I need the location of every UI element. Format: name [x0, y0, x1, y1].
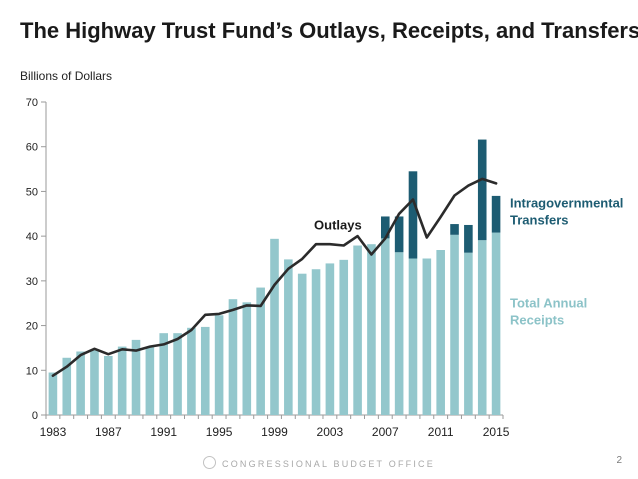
x-tick-label: 1991 [150, 425, 177, 439]
receipts-bar [214, 315, 224, 415]
page-number: 2 [616, 455, 622, 466]
y-tick-label: 70 [26, 97, 38, 109]
receipts-bar [159, 333, 169, 415]
receipts-bar [242, 302, 252, 415]
receipts-bar [422, 258, 432, 415]
receipts-bar [367, 244, 376, 415]
x-tick-label: 2007 [372, 425, 399, 439]
x-tick-label: 2003 [317, 425, 344, 439]
y-tick-label: 20 [26, 321, 38, 333]
x-tick-label: 1995 [206, 425, 233, 439]
transfers-bar [408, 171, 418, 259]
transfers-bar [477, 139, 487, 241]
outlays-line [51, 177, 498, 378]
receipts-bar [394, 252, 404, 415]
x-tick-label: 1983 [40, 425, 67, 439]
receipts-annotation-line2: Receipts [510, 313, 564, 328]
agency-name: CONGRESSIONAL BUDGET OFFICE [222, 459, 435, 469]
receipts-bar [408, 258, 418, 415]
cbo-seal-icon [203, 456, 217, 469]
x-tick-label: 2011 [428, 425, 454, 439]
outlays-annotation: Outlays [314, 217, 362, 232]
y-tick-label: 30 [26, 276, 38, 288]
x-tick-label: 1999 [261, 425, 288, 439]
receipts-bar [145, 346, 155, 415]
receipts-bar [104, 355, 113, 415]
receipts-bar [450, 234, 459, 415]
footer: CONGRESSIONAL BUDGET OFFICE [0, 456, 638, 469]
receipts-bar [173, 333, 182, 415]
transfers-bar [464, 224, 473, 253]
receipts-bar [200, 326, 210, 415]
transfers-bar [394, 216, 404, 253]
transfers-bar [491, 195, 501, 233]
receipts-bar [76, 351, 85, 415]
y-tick-label: 10 [26, 365, 38, 377]
receipts-bar [297, 273, 307, 415]
receipts-bar [48, 372, 58, 415]
chart: Billions of Dollars 0 10 20 30 40 50 60 70 1983 19… [20, 69, 623, 439]
chart-title: The Highway Trust Fund’s Outlays, Receip… [20, 18, 638, 43]
y-tick-label: 0 [32, 410, 38, 422]
transfers-bar [450, 224, 459, 235]
y-tick-label: 40 [26, 231, 38, 243]
receipts-bar [270, 238, 279, 415]
receipts-bar [325, 263, 335, 415]
receipts-bar [187, 327, 196, 415]
receipts-bar [228, 299, 238, 415]
x-tick-label: 1987 [95, 425, 122, 439]
receipts-bar [311, 269, 321, 415]
transfers-annotation-line1: Intragovernmental [510, 196, 623, 211]
receipts-bar [491, 232, 501, 415]
receipts-annotation-line1: Total Annual [510, 296, 587, 311]
receipts-bar [464, 252, 473, 415]
x-tick-label: 2015 [483, 425, 510, 439]
receipts-bar [62, 357, 72, 415]
receipts-bar [436, 250, 445, 415]
receipts-bar [131, 339, 141, 415]
receipts-bar [117, 346, 127, 415]
receipts-bar [353, 245, 362, 415]
y-tick-label: 60 [26, 142, 38, 154]
receipts-bar [380, 238, 390, 415]
receipts-bar [90, 349, 99, 415]
receipts-bar [256, 287, 265, 415]
receipts-bar [477, 240, 487, 415]
transfers-annotation-line2: Transfers [510, 213, 569, 228]
y-axis-label: Billions of Dollars [20, 69, 112, 83]
receipts-bar [339, 259, 349, 415]
transfers-bar [380, 216, 390, 239]
y-tick-label: 50 [26, 186, 38, 198]
receipts-bar [284, 259, 293, 415]
